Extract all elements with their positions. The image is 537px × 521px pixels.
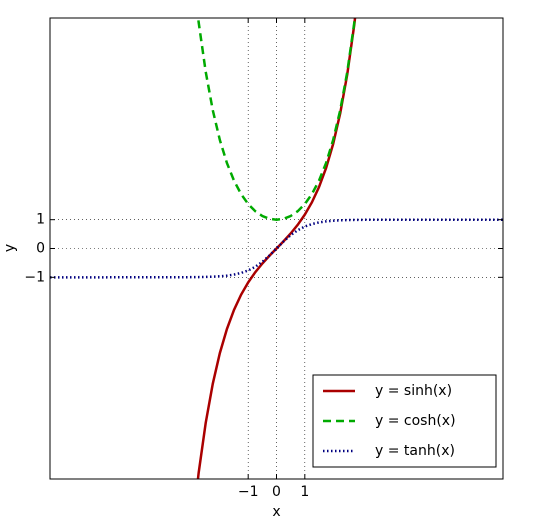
legend-label: y = tanh(x) (375, 443, 455, 459)
x-tick-label: 1 (300, 484, 309, 500)
legend-label: y = cosh(x) (375, 413, 456, 429)
x-tick-label: 0 (272, 484, 281, 500)
lines (50, 18, 503, 479)
x-axis-label: x (272, 504, 280, 520)
y-tick-label: −1 (24, 269, 45, 285)
ticks: −1 0 1 −1 0 1 (24, 18, 503, 500)
legend: y = sinh(x) y = cosh(x) y = tanh(x) (312, 374, 497, 468)
x-tick-label: −1 (238, 484, 259, 500)
legend-label: y = sinh(x) (375, 383, 452, 399)
y-tick-label: 1 (36, 212, 45, 228)
y-axis-label: y (2, 244, 18, 252)
series-line (50, 218, 503, 279)
series-line (196, 18, 357, 479)
grid (50, 18, 503, 479)
series-line (196, 18, 357, 221)
y-tick-label: 0 (36, 241, 45, 257)
